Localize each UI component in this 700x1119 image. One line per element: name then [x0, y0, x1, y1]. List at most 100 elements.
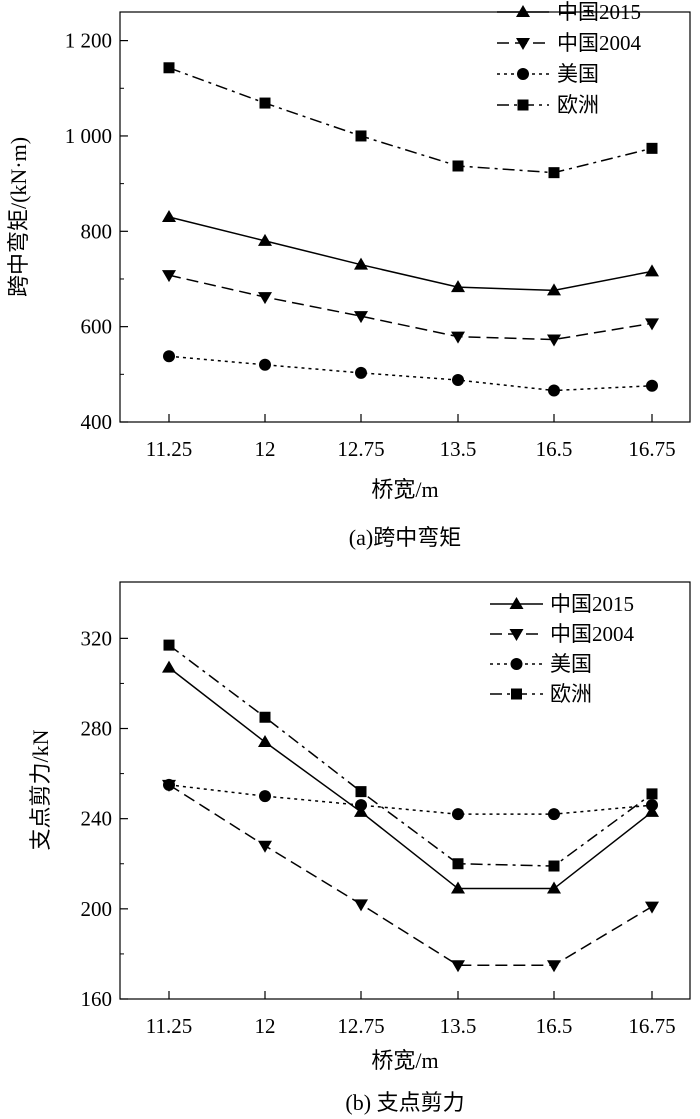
x-tick-label: 16.75 — [628, 437, 675, 461]
x-tick-label: 13.5 — [440, 437, 477, 461]
data-point — [645, 264, 659, 277]
y-tick-label: 1 200 — [65, 29, 112, 53]
x-ticks: 11.25 12 12.75 13.5 16.5 16.75 — [146, 414, 676, 461]
series-line — [168, 355, 653, 392]
data-point — [548, 167, 560, 179]
data-point — [354, 899, 368, 912]
data-point — [646, 788, 658, 800]
legend-marker — [510, 658, 523, 670]
x-tick-label: 16.5 — [536, 437, 573, 461]
data-point — [162, 210, 176, 222]
data-point — [355, 366, 367, 379]
chart-panel-b: 160 200 240 280 320 11.25 12 12.75 13.5 16.5 16.7… — [28, 581, 691, 1115]
data-point — [645, 318, 659, 331]
x-tick-label: 16.5 — [536, 1014, 573, 1038]
legend-marker — [509, 597, 524, 609]
data-point — [354, 311, 368, 324]
series-line — [168, 274, 653, 341]
data-point — [355, 130, 367, 142]
data-point — [548, 384, 560, 397]
legend-label: 中国2004 — [550, 622, 634, 646]
data-point — [451, 881, 465, 894]
x-tick-label: 13.5 — [440, 1014, 477, 1038]
x-tick-label: 16.75 — [628, 1014, 675, 1038]
data-point — [162, 660, 176, 673]
x-tick-label: 11.25 — [146, 437, 192, 461]
data-point — [452, 858, 464, 870]
data-point — [646, 379, 658, 392]
chart-panel-a: 400 600 800 1 000 1 200 11.25 12 12.75 13.5 16.5… — [6, 0, 691, 550]
y-tick-label: 600 — [81, 315, 113, 339]
x-tick-label: 12.75 — [337, 437, 384, 461]
data-point — [646, 142, 658, 154]
x-tick-label: 12 — [255, 437, 276, 461]
data-point — [163, 778, 175, 791]
x-tick-label: 12 — [255, 1014, 276, 1038]
y-tick-label: 400 — [81, 410, 113, 434]
series-line — [168, 644, 653, 867]
data-point — [451, 960, 465, 973]
data-point — [452, 808, 464, 821]
series-line — [168, 784, 653, 966]
legend-label: 欧洲 — [550, 682, 592, 706]
data-point — [259, 97, 271, 109]
legend-marker — [516, 38, 530, 50]
data-point — [451, 331, 465, 344]
data-point — [162, 270, 176, 283]
legend-marker — [517, 99, 529, 111]
data-point — [645, 901, 659, 914]
data-point — [646, 799, 658, 812]
y-tick-label: 160 — [81, 987, 113, 1011]
y-tick-label: 1 000 — [65, 124, 112, 148]
legend-marker — [511, 688, 522, 700]
y-tick-label: 320 — [81, 626, 113, 650]
data-point — [355, 786, 367, 798]
legend-marker — [516, 5, 530, 17]
y-tick-label: 280 — [81, 717, 113, 741]
data-point — [258, 292, 272, 305]
legend-label: 中国2004 — [557, 31, 641, 55]
y-ticks: 400 600 800 1 000 1 200 — [65, 29, 128, 434]
data-point — [548, 860, 560, 872]
x-axis-label: 桥宽/m — [371, 1048, 438, 1073]
data-point — [259, 790, 271, 803]
caption: (a)跨中弯矩 — [349, 525, 461, 550]
series-line — [168, 667, 653, 890]
x-tick-label: 11.25 — [146, 1014, 192, 1038]
y-axis-label: 支点剪力/kN — [28, 729, 53, 850]
legend-label: 欧洲 — [557, 93, 599, 117]
data-point — [547, 334, 561, 347]
series-group — [162, 639, 659, 973]
legend-label: 美国 — [557, 62, 599, 86]
data-point — [259, 358, 271, 371]
series-line — [168, 784, 653, 815]
y-ticks: 160 200 240 280 320 — [81, 626, 128, 1011]
plot-frame — [119, 581, 691, 1000]
data-point — [451, 280, 465, 293]
y-tick-label: 200 — [81, 897, 113, 921]
data-point — [259, 711, 271, 723]
data-point — [258, 840, 272, 853]
data-point — [163, 350, 175, 363]
data-point — [258, 735, 272, 748]
legend-label: 美国 — [550, 652, 592, 676]
y-axis-label: 跨中弯矩/(kN·m) — [6, 137, 31, 297]
data-point — [452, 374, 464, 387]
x-tick-label: 12.75 — [337, 1014, 384, 1038]
series-line — [168, 67, 653, 174]
series-group — [162, 62, 659, 397]
legend-label: 中国2015 — [550, 592, 634, 616]
data-point — [548, 808, 560, 821]
legend-marker — [509, 629, 524, 641]
data-point — [355, 799, 367, 812]
legend-marker — [517, 68, 529, 80]
data-point — [452, 160, 464, 172]
legend-label: 中国2015 — [557, 0, 641, 24]
data-point — [547, 960, 561, 973]
caption: (b) 支点剪力 — [345, 1090, 464, 1115]
y-tick-label: 800 — [81, 219, 113, 243]
x-ticks: 11.25 12 12.75 13.5 16.5 16.75 — [146, 991, 676, 1038]
data-point — [547, 283, 561, 296]
